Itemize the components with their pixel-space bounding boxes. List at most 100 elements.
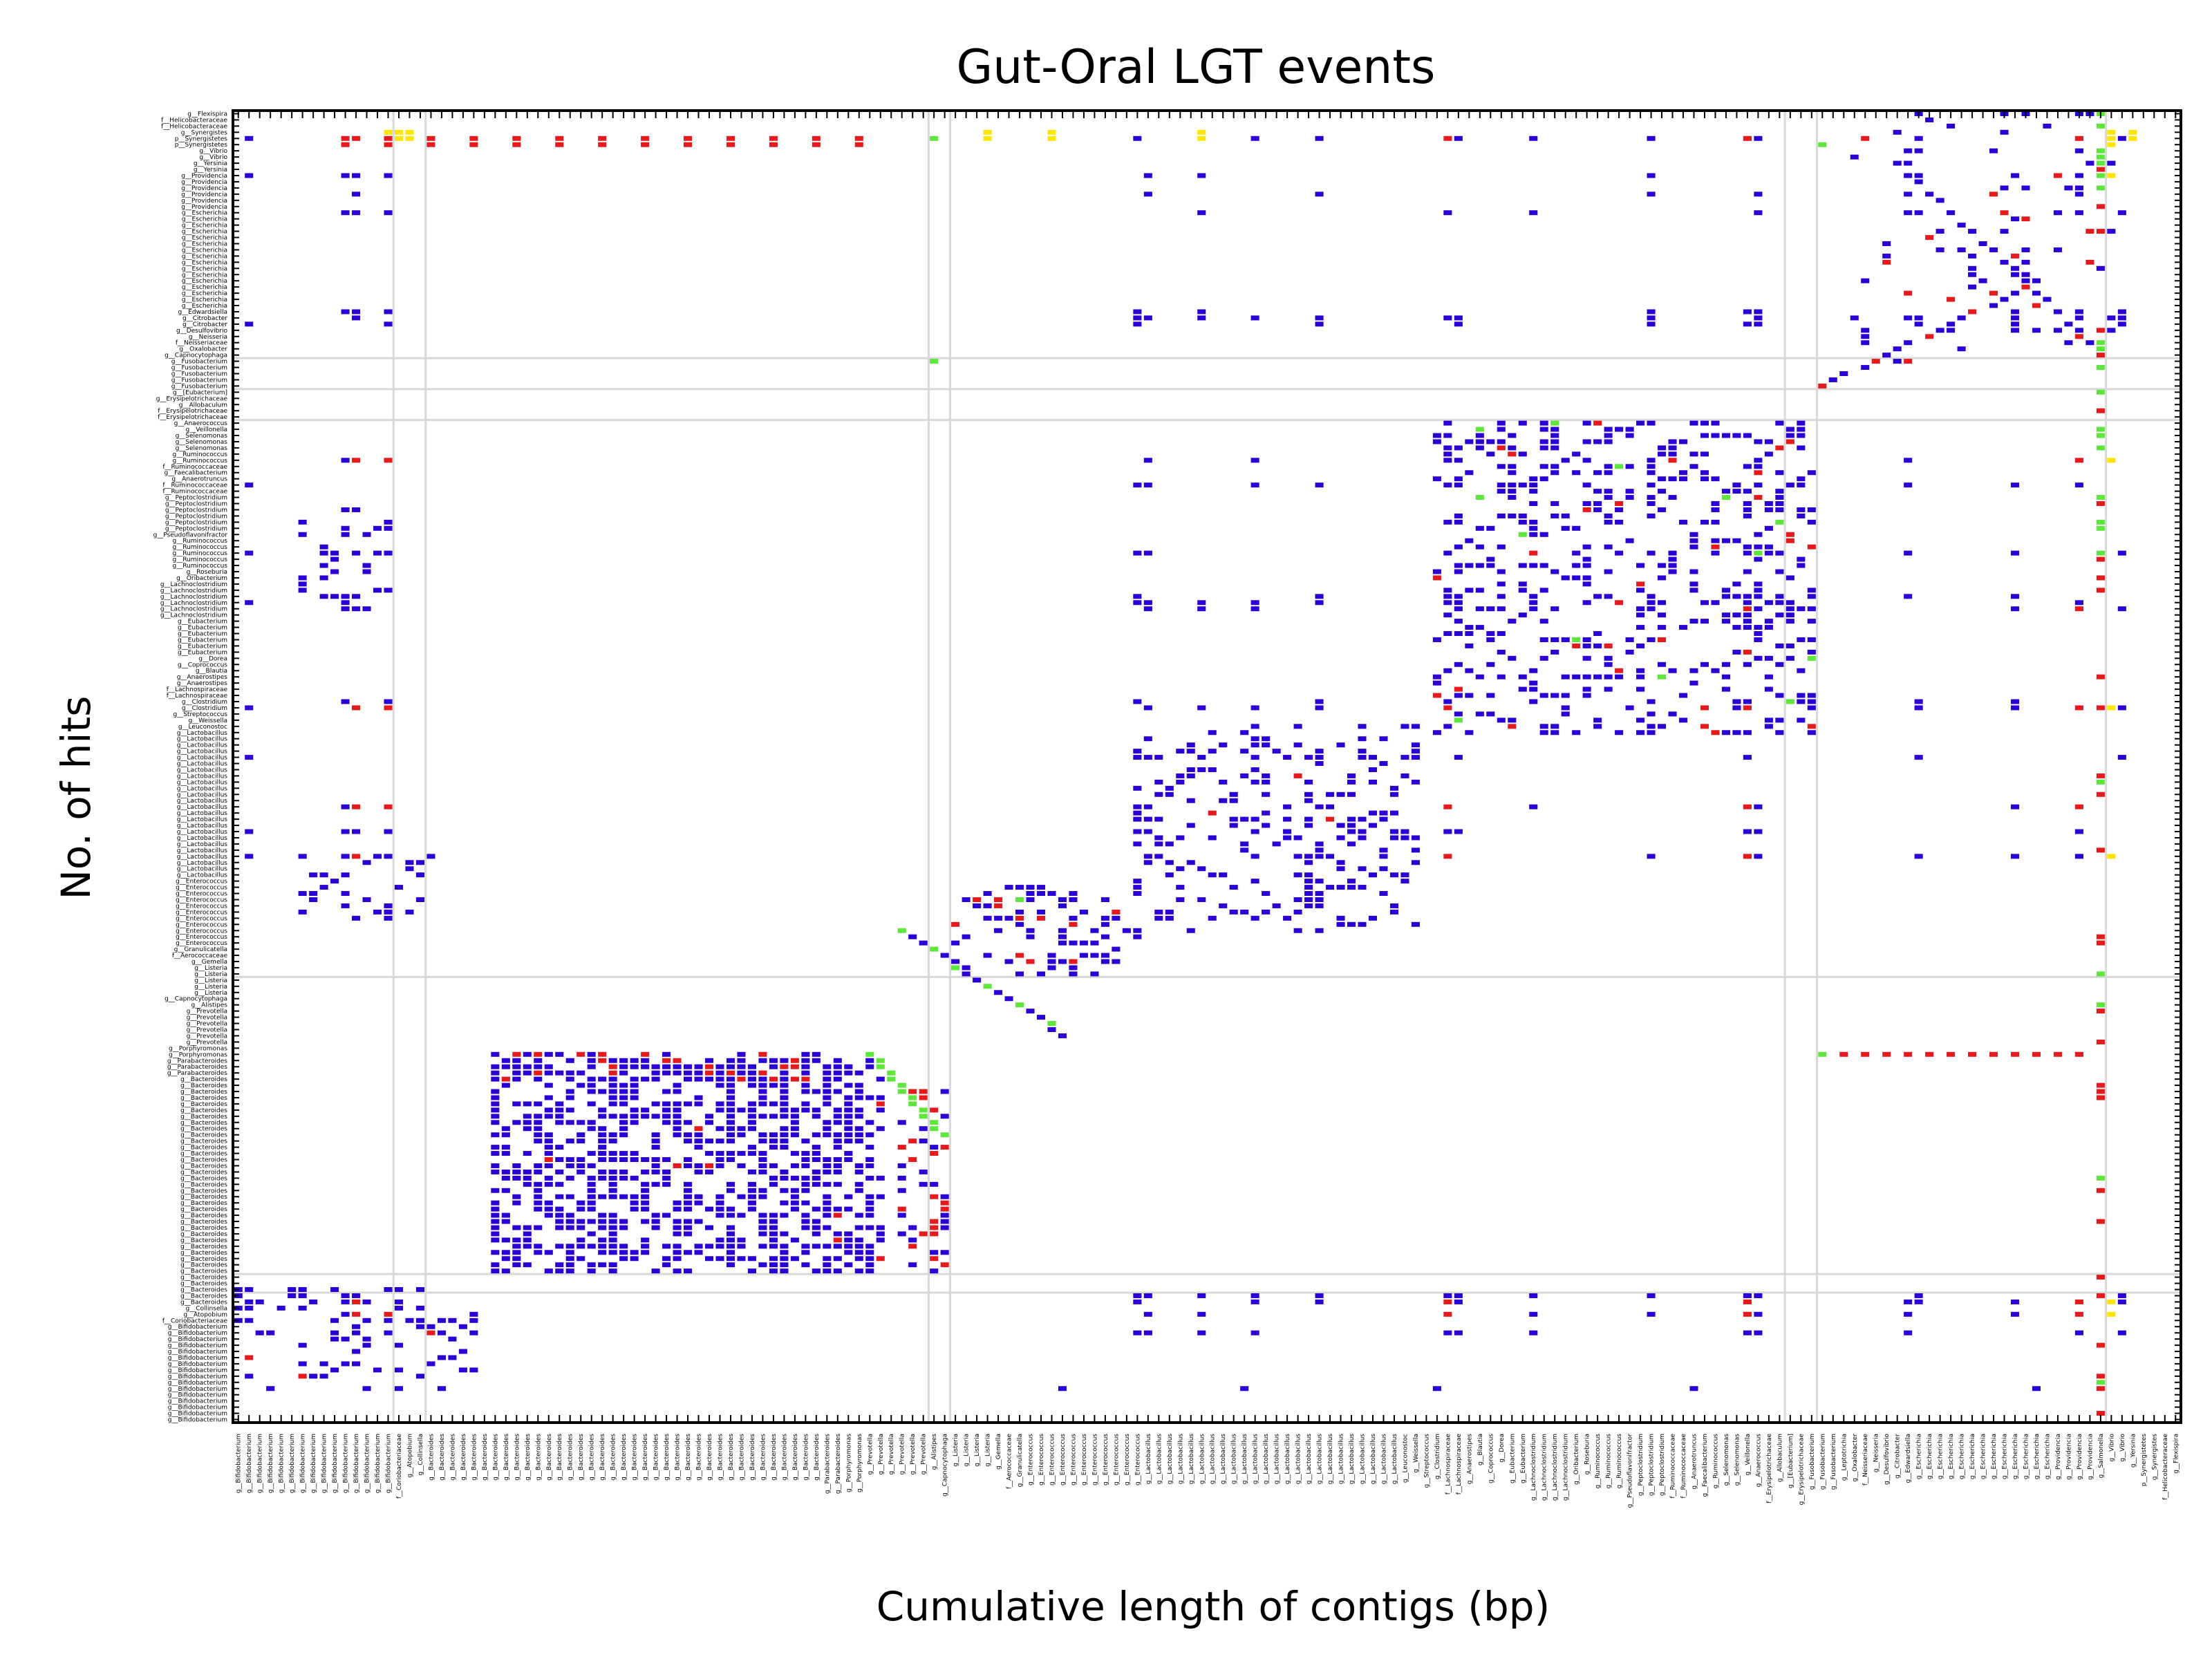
hit-mark xyxy=(1550,433,1559,438)
hit-mark xyxy=(458,1367,467,1373)
hit-mark xyxy=(1379,847,1388,853)
hit-mark xyxy=(844,1157,853,1162)
hit-mark xyxy=(1529,525,1538,531)
hit-mark xyxy=(2096,340,2105,346)
hit-mark xyxy=(854,1244,863,1249)
hit-mark xyxy=(1379,736,1388,742)
hit-mark xyxy=(844,1151,853,1156)
x-tick-label: g__Lactobacillus xyxy=(1231,1434,1238,1485)
hit-mark xyxy=(780,1268,789,1274)
hit-mark xyxy=(1443,482,1452,488)
hit-mark xyxy=(844,1126,853,1132)
hit-mark xyxy=(673,1120,682,1125)
hit-mark xyxy=(458,1324,467,1329)
hit-mark xyxy=(1400,724,1409,729)
hit-mark xyxy=(1400,835,1409,841)
hit-mark xyxy=(1914,1293,1923,1298)
hit-mark xyxy=(726,1089,735,1094)
hit-mark xyxy=(373,525,382,531)
hit-mark xyxy=(577,1157,585,1162)
hit-mark xyxy=(1250,816,1259,822)
hit-mark xyxy=(2010,253,2020,259)
hit-mark xyxy=(245,600,254,606)
hit-mark xyxy=(651,1132,660,1138)
hit-mark xyxy=(577,1120,585,1125)
hit-mark xyxy=(2096,1095,2105,1100)
hit-mark xyxy=(673,1231,682,1237)
y-tick-label: g__Ruminococcus xyxy=(173,563,228,570)
hit-mark xyxy=(1754,1311,1763,1317)
x-tick-label: g__Lactobacillus xyxy=(1380,1434,1387,1485)
hit-mark xyxy=(2074,148,2083,153)
hit-mark xyxy=(651,1070,660,1076)
hit-mark xyxy=(1764,544,1773,550)
hit-mark xyxy=(1079,953,1088,958)
x-tick-label: g__Bifidobacterium xyxy=(257,1434,264,1493)
hit-mark xyxy=(1529,489,1538,494)
hit-mark xyxy=(362,1336,371,1342)
hit-mark xyxy=(1743,829,1752,834)
hit-mark xyxy=(1518,420,1527,426)
hit-mark xyxy=(587,1262,596,1268)
hit-mark xyxy=(854,1212,863,1218)
hit-mark xyxy=(1754,544,1763,550)
hit-mark xyxy=(1678,519,1688,525)
hit-mark xyxy=(2096,525,2105,531)
hit-mark xyxy=(598,1076,607,1082)
hit-mark xyxy=(1647,482,1656,488)
hit-mark xyxy=(801,1163,810,1168)
hit-mark xyxy=(1658,489,1667,494)
hit-mark xyxy=(469,1330,478,1335)
hit-mark xyxy=(1508,482,1517,488)
hit-mark xyxy=(1668,495,1677,500)
hit-mark xyxy=(726,1064,735,1069)
hit-mark xyxy=(1550,693,1559,698)
hit-mark xyxy=(1904,550,1913,556)
hit-mark xyxy=(534,1163,543,1168)
hit-mark xyxy=(1647,711,1656,717)
hit-mark xyxy=(876,1225,885,1230)
y-tick-label: g__Blautia xyxy=(196,668,227,675)
hit-mark xyxy=(833,1268,842,1274)
hit-mark xyxy=(1615,519,1624,525)
hit-mark xyxy=(1165,785,1174,791)
hit-mark xyxy=(491,1095,500,1100)
hit-mark xyxy=(2074,606,2083,612)
hit-mark xyxy=(1636,612,1645,618)
hit-mark xyxy=(2107,173,2116,178)
hit-mark xyxy=(608,1132,617,1138)
hit-mark xyxy=(2096,1175,2105,1181)
hit-mark xyxy=(330,1336,339,1342)
y-tick-label: g__Bacteroides xyxy=(180,1095,227,1102)
hit-mark xyxy=(1721,489,1730,494)
hit-mark xyxy=(844,1064,853,1069)
hit-mark xyxy=(715,1194,724,1199)
hit-mark xyxy=(758,1151,767,1156)
y-tick-label: g__Bifidobacterium xyxy=(168,1367,227,1374)
hit-mark xyxy=(341,1299,350,1304)
hit-mark xyxy=(544,1082,553,1088)
hit-mark xyxy=(1315,854,1324,859)
hit-mark xyxy=(790,1188,799,1193)
hit-mark xyxy=(1465,538,1474,543)
hit-mark xyxy=(1625,489,1634,494)
hit-mark xyxy=(641,1200,650,1206)
hit-mark xyxy=(823,1225,832,1230)
hit-mark xyxy=(812,1151,821,1156)
y-tick-label: g__Anaerostipes xyxy=(177,680,228,687)
hit-mark xyxy=(1989,1051,1998,1057)
hit-mark xyxy=(523,1120,532,1125)
hit-mark xyxy=(1754,829,1763,834)
hit-mark xyxy=(1604,489,1613,494)
hit-mark xyxy=(812,1206,821,1212)
hit-mark xyxy=(1647,321,1656,327)
hit-mark xyxy=(587,1181,596,1187)
hit-mark xyxy=(865,1200,874,1206)
hit-mark xyxy=(1764,625,1773,630)
y-tick-label: g__Escherichia xyxy=(182,272,227,279)
hit-mark xyxy=(619,1132,628,1138)
hit-mark xyxy=(1785,575,1794,581)
hit-mark xyxy=(1647,854,1656,859)
hit-mark xyxy=(769,1231,778,1237)
hit-mark xyxy=(2107,160,2116,166)
